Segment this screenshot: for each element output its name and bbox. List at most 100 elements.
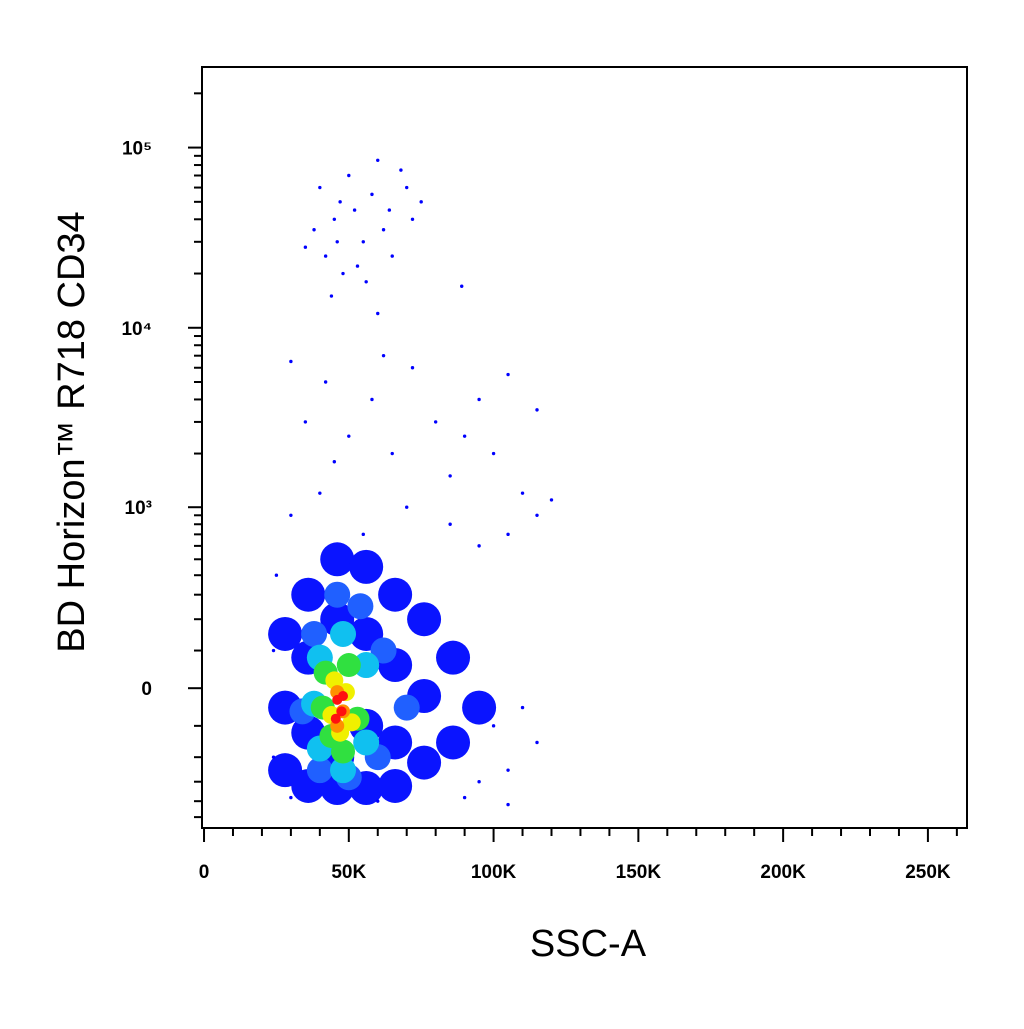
data-point (407, 745, 442, 780)
data-point (491, 451, 496, 456)
data-point (303, 245, 308, 249)
data-point (381, 353, 386, 358)
data-point (353, 652, 380, 679)
data-point (390, 254, 394, 258)
data-point (376, 158, 380, 162)
data-point (318, 491, 322, 495)
data-point (410, 366, 415, 370)
y-axis-title: BD Horizon™ R718 CD34 (51, 211, 93, 652)
data-point (289, 513, 293, 517)
data-point (330, 757, 357, 784)
data-point (535, 408, 539, 412)
data-point (462, 795, 467, 800)
data-point (349, 549, 384, 584)
data-point (535, 740, 539, 745)
x-tick-label: 100K (471, 862, 517, 883)
data-point (364, 280, 368, 284)
data-point (477, 397, 481, 402)
data-point (329, 294, 334, 298)
data-point (460, 284, 464, 288)
data-point (342, 713, 361, 732)
data-point (376, 799, 380, 803)
plot-points (268, 158, 554, 807)
data-point (419, 200, 423, 204)
data-point (335, 240, 339, 244)
x-tick-label: 150K (616, 862, 662, 883)
data-point (347, 173, 351, 178)
data-point (332, 460, 337, 464)
data-point (506, 768, 510, 772)
data-point (268, 616, 303, 651)
y-tick-label: 10⁵ (122, 139, 152, 160)
data-point (274, 573, 279, 577)
data-point (320, 542, 355, 577)
data-point (336, 653, 361, 678)
data-point (271, 648, 276, 653)
data-point (407, 602, 442, 637)
data-point (341, 271, 345, 276)
data-point (520, 491, 525, 495)
y-tick-label: 10³ (125, 498, 152, 519)
data-point (378, 577, 413, 612)
data-point (462, 690, 497, 725)
data-point (361, 532, 365, 537)
data-point (549, 498, 554, 502)
data-point (520, 705, 525, 710)
data-point (370, 397, 374, 402)
data-point (405, 505, 409, 509)
data-point (506, 372, 510, 377)
data-point (289, 359, 293, 364)
data-point (324, 581, 351, 608)
data-point (318, 185, 322, 190)
data-point (353, 729, 380, 756)
data-point (399, 168, 403, 172)
data-point (390, 451, 394, 456)
data-point (325, 671, 344, 690)
data-point (338, 200, 342, 204)
data-point (336, 706, 347, 717)
data-point (303, 420, 308, 424)
data-point (289, 795, 293, 800)
data-point (306, 757, 333, 784)
data-point (330, 713, 341, 724)
data-point (331, 739, 356, 764)
data-point (462, 434, 467, 438)
data-point (393, 694, 420, 721)
plot-frame (201, 66, 968, 829)
data-point (405, 185, 409, 190)
data-point (436, 725, 471, 760)
data-point (323, 254, 328, 258)
x-tick-label: 200K (760, 862, 806, 883)
data-point (436, 640, 471, 675)
data-point (506, 532, 510, 537)
data-point (491, 724, 496, 728)
data-point (361, 240, 365, 244)
data-point (291, 577, 326, 612)
data-point (410, 217, 415, 221)
data-point (330, 620, 357, 647)
data-point (323, 380, 328, 384)
data-point (370, 192, 374, 197)
x-axis-title: SSC-A (530, 923, 647, 965)
data-point (312, 228, 316, 232)
data-point (355, 264, 360, 268)
data-point (338, 691, 349, 702)
data-point (370, 637, 397, 664)
x-tick-label: 250K (905, 862, 951, 883)
data-point (448, 522, 452, 526)
data-point (506, 802, 510, 807)
data-point (347, 593, 374, 620)
data-point (448, 474, 452, 478)
data-point (477, 544, 481, 548)
data-point (381, 228, 386, 232)
y-tick-label: 10⁴ (121, 319, 152, 340)
data-point (376, 311, 380, 316)
data-point (352, 208, 357, 212)
x-tick-label: 0 (199, 862, 210, 883)
data-point (301, 620, 328, 647)
data-point (387, 208, 392, 212)
x-tick-label: 50K (331, 862, 366, 883)
data-point (433, 420, 438, 424)
